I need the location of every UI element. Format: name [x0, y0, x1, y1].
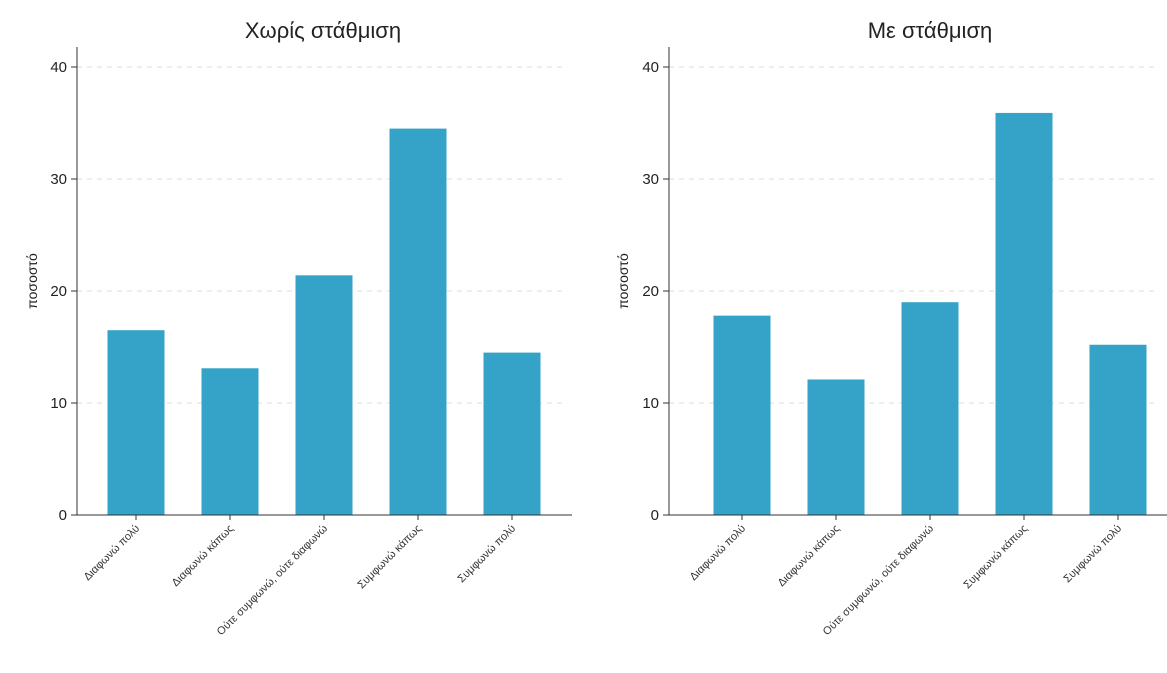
bar	[107, 330, 165, 515]
y-tick-label: 0	[59, 507, 67, 524]
bar	[201, 368, 259, 515]
y-tick-label: 10	[50, 395, 67, 412]
chart-left-title: Χωρίς στάθμιση	[245, 18, 401, 43]
bar	[995, 112, 1053, 516]
y-tick-label: 10	[642, 395, 659, 412]
x-tick-label: Διαφωνώ κάπως	[776, 523, 843, 590]
x-tick-label: Συμφωνώ κάπως	[961, 523, 1030, 592]
chart-right: Με στάθμιση ποσοστό 0 10 20 30 40 Διαφωνώ πολ…	[615, 18, 1167, 638]
y-tick-label: 20	[642, 283, 659, 300]
x-tick-label: Ούτε συμφωνώ, ούτε διαφωνώ	[821, 522, 937, 638]
bar	[483, 352, 541, 515]
x-tick-label: Ούτε συμφωνώ, ούτε διαφωνώ	[215, 522, 331, 638]
y-tick-label: 40	[50, 59, 67, 76]
chart-left: Χωρίς στάθμιση ποσοστό 0 10 20 30 40 Διαφωνώ …	[24, 18, 572, 638]
x-tick-label: Διαφωνώ πολύ	[82, 523, 143, 584]
y-tick-label: 30	[50, 171, 67, 188]
bar	[1089, 344, 1147, 515]
y-tick-label: 40	[642, 59, 659, 76]
y-tick-label: 30	[642, 171, 659, 188]
x-tick-label: Συμφωνώ κάπως	[355, 523, 424, 592]
y-tick-label: 0	[651, 507, 659, 524]
x-tick-label: Συμφωνώ πολύ	[1061, 523, 1124, 586]
bar	[901, 302, 959, 515]
x-tick-label: Διαφωνώ κάπως	[170, 523, 237, 590]
chart-right-ylabel: ποσοστό	[615, 253, 631, 309]
bar	[295, 275, 353, 515]
bar	[713, 315, 771, 515]
bar	[807, 379, 865, 515]
chart-left-ylabel: ποσοστό	[24, 253, 40, 309]
y-tick-label: 20	[50, 283, 67, 300]
chart-right-title: Με στάθμιση	[868, 18, 993, 43]
x-tick-label: Συμφωνώ πολύ	[455, 523, 518, 586]
x-tick-label: Διαφωνώ πολύ	[688, 523, 749, 584]
bar	[389, 128, 447, 515]
